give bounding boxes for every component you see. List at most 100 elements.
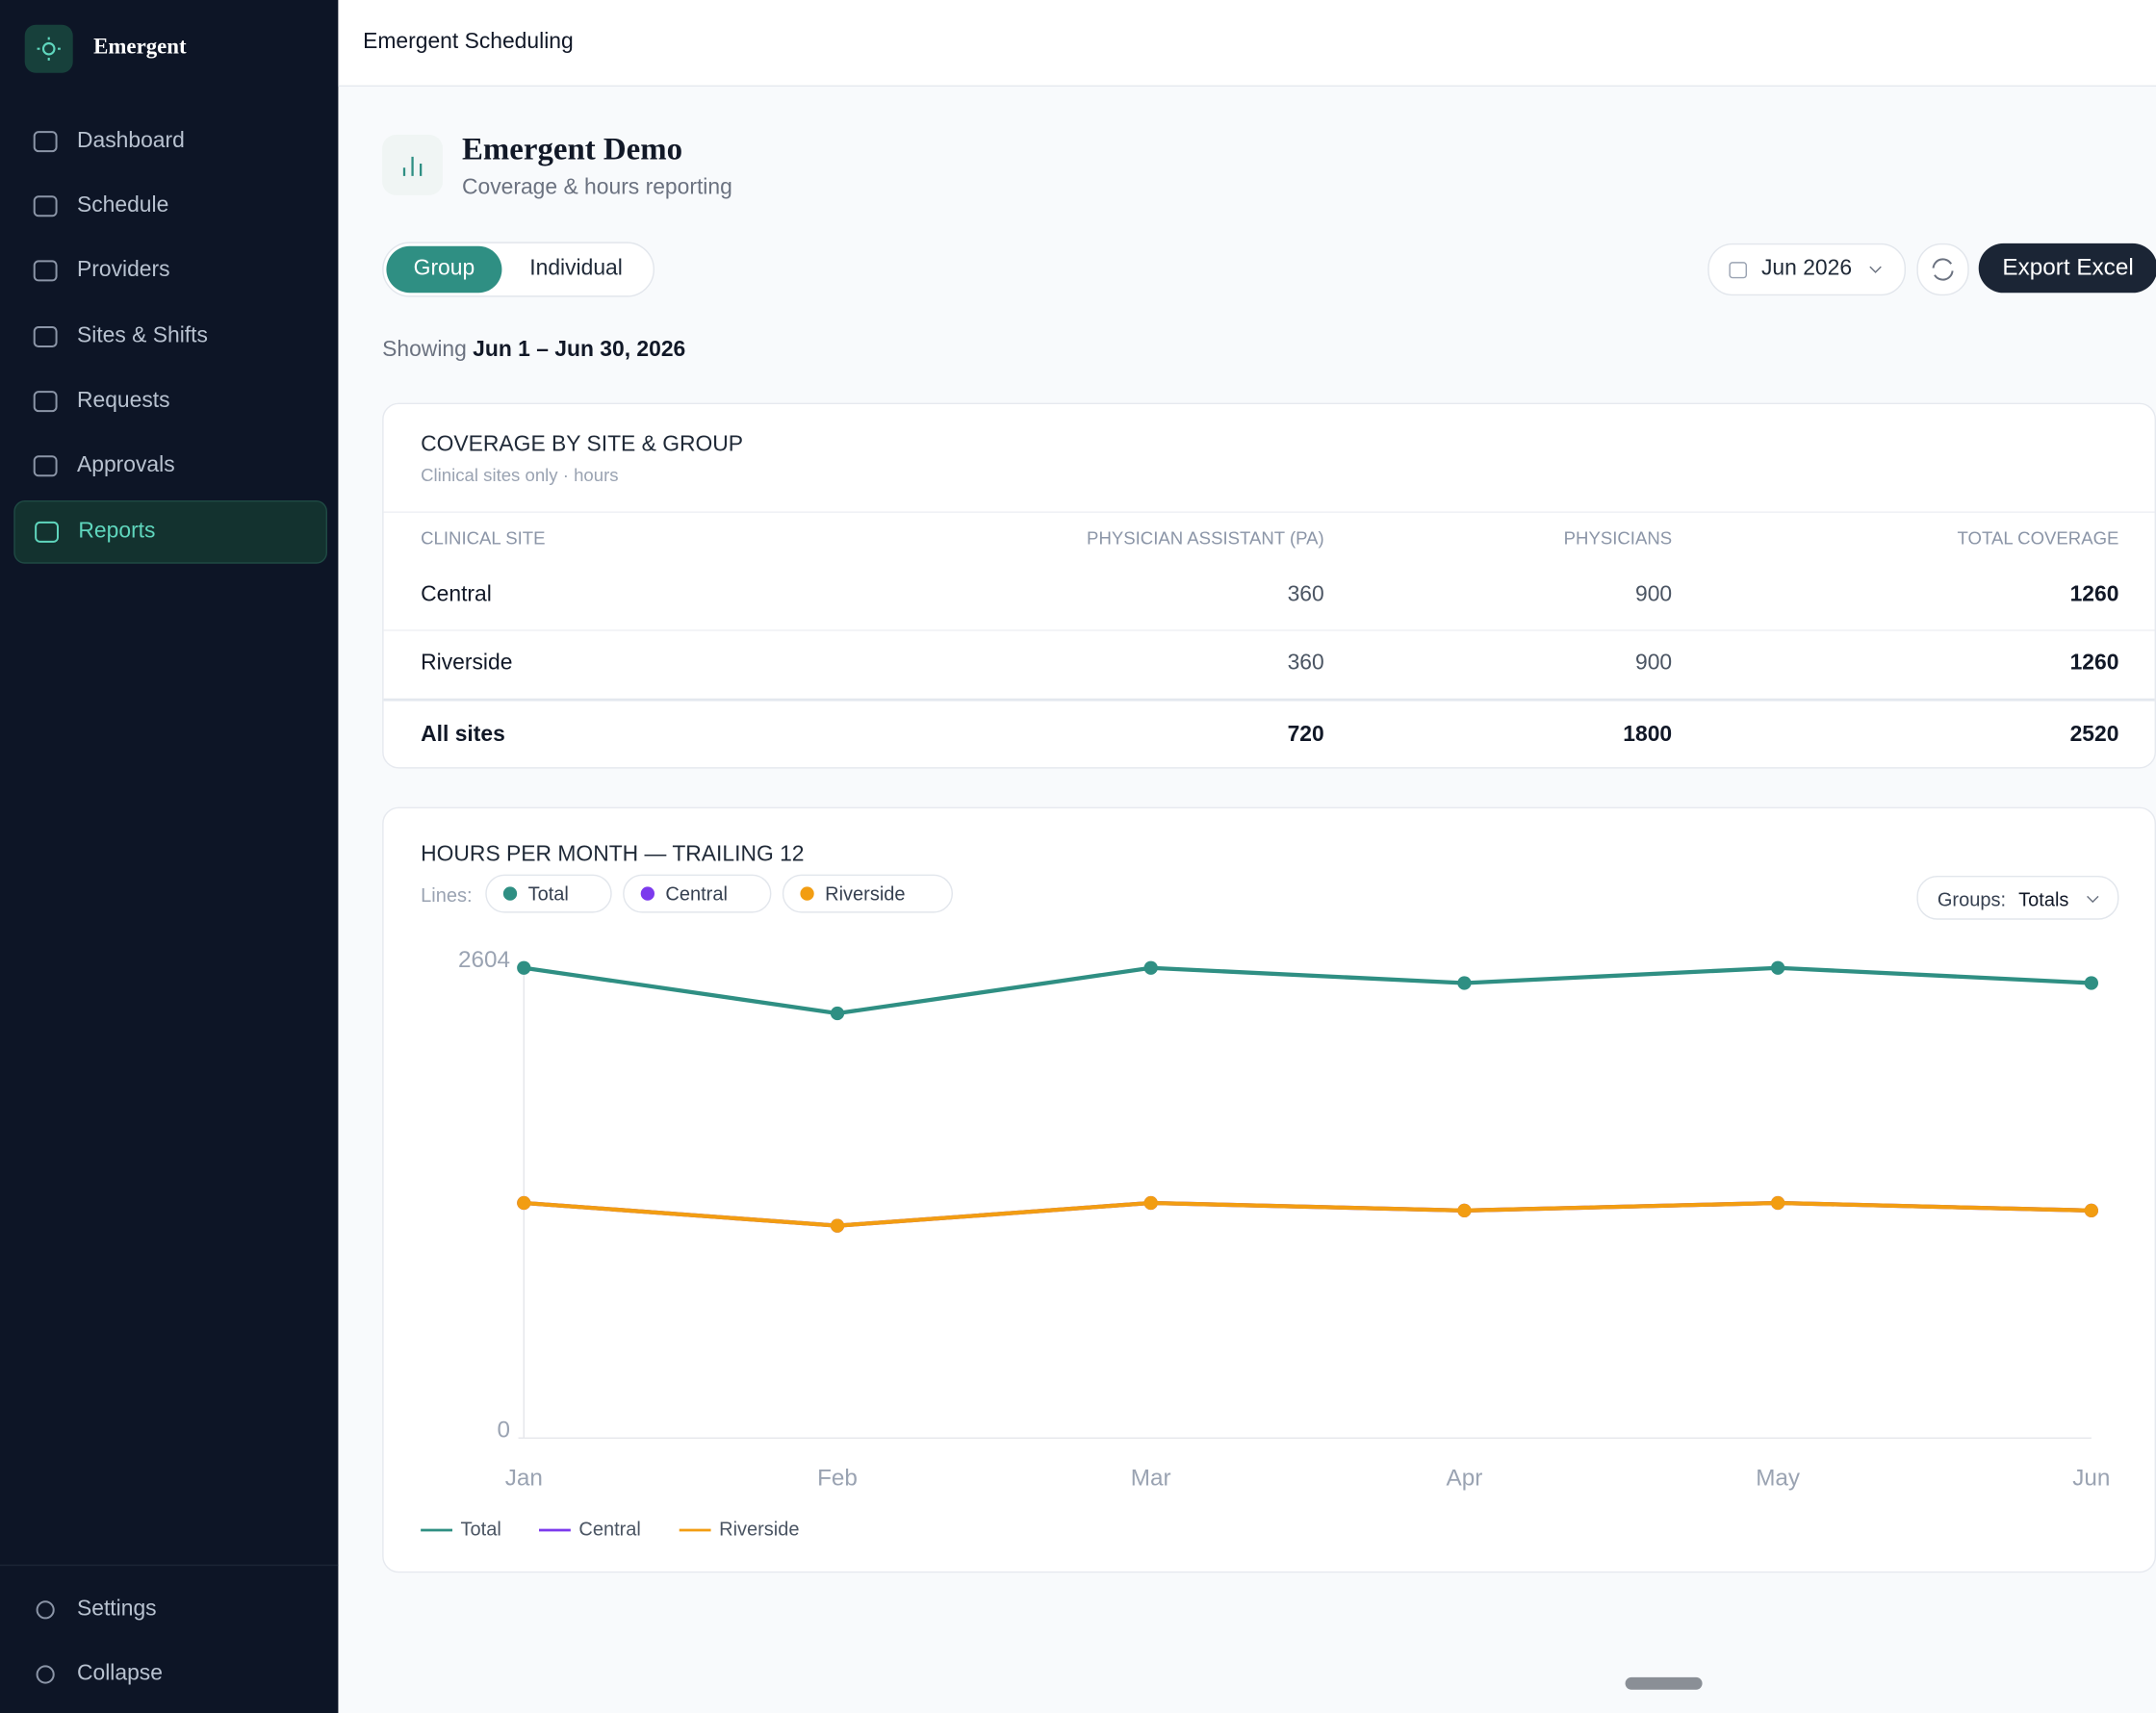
nav-label: Providers bbox=[76, 259, 170, 283]
total-cell: 2520 bbox=[2069, 723, 2119, 747]
chip-dot bbox=[640, 886, 654, 901]
calendar-icon bbox=[1729, 262, 1747, 279]
month-picker[interactable]: Jun 2026 bbox=[1707, 243, 1906, 296]
nav-item[interactable]: Approvals bbox=[13, 436, 324, 497]
chip-label: Central bbox=[665, 882, 728, 905]
app-title: Emergent Scheduling bbox=[363, 30, 574, 54]
export-button[interactable]: Export Excel bbox=[1978, 243, 2156, 294]
x-tick-label: Feb bbox=[817, 1466, 858, 1492]
groups-value: Totals bbox=[2018, 887, 2069, 910]
table-cell: 900 bbox=[1634, 582, 1673, 606]
nav-item[interactable]: Sites & Shifts bbox=[13, 306, 324, 367]
nav-item[interactable]: Providers bbox=[13, 242, 324, 302]
sidebar: Emergent Dashboard Schedule Providers Sites… bbox=[0, 0, 339, 1713]
column-header: PHYSICIANS bbox=[1563, 527, 1673, 549]
series-chip[interactable]: Central bbox=[623, 874, 772, 913]
nav-item[interactable]: Requests bbox=[13, 371, 324, 431]
refresh-button[interactable] bbox=[1916, 243, 1969, 296]
series-chip[interactable]: Total bbox=[485, 874, 612, 913]
nav-label: Settings bbox=[76, 1597, 157, 1622]
data-point bbox=[1457, 976, 1472, 990]
nav-item[interactable]: Reports bbox=[13, 500, 327, 564]
data-point bbox=[2084, 1203, 2098, 1218]
x-tick-label: Mar bbox=[1131, 1466, 1171, 1492]
tab-group: Group Individual bbox=[382, 242, 654, 297]
month-label: Jun 2026 bbox=[1760, 257, 1853, 281]
legend-label: Central bbox=[578, 1519, 640, 1540]
groups-label: Groups: bbox=[1937, 887, 2007, 910]
series-chip[interactable]: Riverside bbox=[782, 874, 953, 913]
range: Showing Jun 1 – Jun 30, 2026 bbox=[382, 338, 685, 363]
x-tick-label: Jun bbox=[2072, 1466, 2110, 1492]
brand: Emergent bbox=[93, 36, 187, 60]
data-point bbox=[1143, 960, 1158, 975]
line-chart: 0 2604 Jan Feb Mar Apr May Jun Total Central River… bbox=[421, 947, 2110, 1540]
groups-select[interactable]: Groups: Totals bbox=[1916, 875, 2119, 920]
row-divider bbox=[383, 511, 2155, 513]
page-subtitle: Coverage & hours reporting bbox=[461, 175, 732, 200]
table-cell: 1260 bbox=[2069, 652, 2119, 676]
chevron bbox=[2087, 895, 2099, 904]
nav-item[interactable]: Dashboard bbox=[13, 112, 324, 172]
nav-icon bbox=[33, 260, 58, 282]
nav-item[interactable]: Settings bbox=[13, 1579, 324, 1640]
scroll-handle bbox=[1625, 1676, 1703, 1690]
nav-icon bbox=[36, 1600, 55, 1620]
nav-icon bbox=[36, 1665, 55, 1684]
card-subtitle: Clinical sites only · hours bbox=[421, 464, 619, 486]
chevron bbox=[1869, 266, 1882, 273]
table-cell: 900 bbox=[1634, 652, 1673, 676]
nav-item[interactable]: Schedule bbox=[13, 176, 324, 237]
nav-icon bbox=[33, 195, 58, 217]
data-point bbox=[1770, 960, 1785, 975]
chip-dot bbox=[800, 886, 814, 901]
table-cell: 360 bbox=[1287, 652, 1324, 676]
series-line bbox=[524, 1200, 2092, 1228]
data-point bbox=[1457, 1203, 1472, 1218]
chart-card: HOURS PER MONTH — TRAILING 12 Lines: Tot… bbox=[382, 806, 2156, 1573]
chip-label: Total bbox=[527, 882, 569, 905]
series-line bbox=[523, 965, 2092, 1016]
tab[interactable]: Individual bbox=[529, 257, 623, 281]
nav-icon bbox=[33, 455, 58, 477]
range-prefix: Showing bbox=[382, 338, 467, 362]
lines-label: Lines: bbox=[421, 883, 473, 907]
total-cell: All sites bbox=[421, 723, 505, 747]
data-point bbox=[2084, 976, 2098, 990]
nav-label: Reports bbox=[78, 520, 156, 544]
header-icon bbox=[382, 134, 443, 195]
nav-label: Schedule bbox=[76, 193, 169, 217]
nav-label: Approvals bbox=[76, 453, 175, 477]
data-point bbox=[1770, 1195, 1785, 1211]
data-point bbox=[517, 960, 531, 975]
tab[interactable]: Group bbox=[386, 245, 502, 294]
row-divider bbox=[383, 629, 2155, 631]
nav-icon bbox=[35, 522, 59, 544]
nav-label: Sites & Shifts bbox=[76, 323, 208, 347]
icon bbox=[402, 156, 423, 176]
logo-icon bbox=[37, 37, 61, 61]
x-tick-label: Apr bbox=[1447, 1466, 1483, 1492]
logo bbox=[24, 24, 73, 73]
nav-label: Requests bbox=[76, 388, 170, 413]
chip-dot bbox=[502, 886, 518, 901]
range-value: Jun 1 – Jun 30, 2026 bbox=[473, 338, 686, 362]
nav-label: Dashboard bbox=[76, 129, 185, 153]
total-cell: 720 bbox=[1287, 723, 1324, 747]
chart-title: HOURS PER MONTH — TRAILING 12 bbox=[421, 842, 805, 866]
page-title: Emergent Demo bbox=[461, 132, 683, 166]
refresh-icon bbox=[1932, 258, 1954, 281]
legend-label: Total bbox=[461, 1519, 501, 1540]
coverage-card: COVERAGE BY SITE & GROUP Clinical sites … bbox=[382, 402, 2156, 769]
nav-item[interactable]: Collapse bbox=[13, 1645, 324, 1705]
table-cell: 360 bbox=[1287, 582, 1324, 606]
data-point bbox=[517, 1195, 531, 1211]
table-cell: Riverside bbox=[421, 652, 513, 676]
table-cell: Central bbox=[421, 582, 492, 606]
topbar: Emergent Scheduling bbox=[338, 0, 2156, 87]
card-title: COVERAGE BY SITE & GROUP bbox=[421, 432, 744, 457]
nav-icon bbox=[33, 325, 58, 347]
column-header: TOTAL COVERAGE bbox=[1957, 527, 2119, 549]
